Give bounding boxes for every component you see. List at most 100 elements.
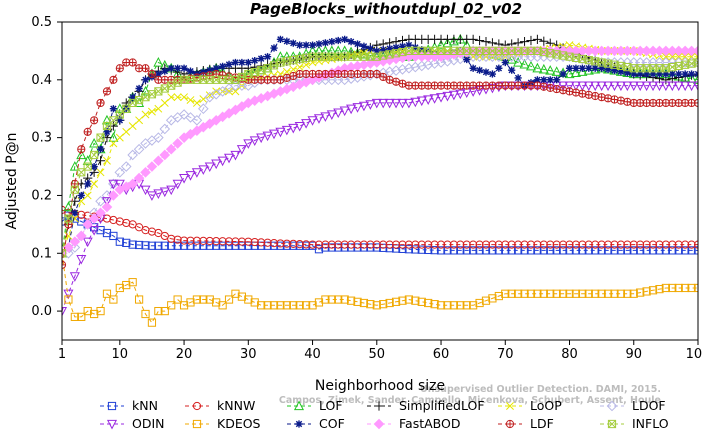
data-point bbox=[398, 244, 407, 253]
legend-item-inflo: INFLO bbox=[600, 416, 669, 431]
legend-item-knnw: kNNW bbox=[185, 398, 255, 413]
data-point bbox=[578, 64, 586, 72]
data-point bbox=[62, 306, 68, 317]
data-point bbox=[159, 149, 171, 161]
data-point bbox=[128, 278, 137, 287]
data-point bbox=[397, 98, 408, 109]
data-point bbox=[115, 133, 124, 142]
data-point bbox=[449, 246, 458, 255]
data-point bbox=[417, 240, 426, 249]
data-point bbox=[276, 35, 285, 43]
data-point bbox=[224, 295, 234, 304]
data-point bbox=[448, 90, 459, 101]
data-point bbox=[411, 296, 420, 305]
data-point bbox=[346, 104, 357, 115]
series-inflo bbox=[62, 46, 698, 258]
data-point bbox=[616, 96, 626, 105]
data-point bbox=[289, 239, 298, 249]
data-point bbox=[443, 240, 452, 249]
data-point bbox=[256, 133, 267, 144]
series-layer bbox=[62, 33, 698, 327]
data-point bbox=[430, 246, 439, 255]
data-point bbox=[693, 246, 698, 255]
data-point bbox=[435, 57, 447, 68]
data-point bbox=[404, 295, 414, 304]
data-point bbox=[353, 240, 362, 249]
data-point bbox=[597, 240, 606, 249]
data-point bbox=[392, 43, 400, 52]
data-point bbox=[610, 246, 619, 255]
data-point bbox=[546, 76, 554, 84]
data-point bbox=[76, 254, 87, 265]
data-point bbox=[655, 246, 664, 255]
data-point bbox=[224, 241, 234, 250]
data-point bbox=[96, 168, 105, 177]
data-point bbox=[681, 70, 689, 78]
data-point bbox=[474, 35, 485, 46]
data-point bbox=[379, 300, 388, 309]
x-tick-label: 100 bbox=[686, 347, 702, 362]
data-point bbox=[603, 94, 613, 103]
data-point bbox=[430, 300, 439, 309]
data-point bbox=[552, 289, 561, 298]
data-point bbox=[674, 52, 683, 61]
data-point bbox=[552, 240, 561, 249]
data-point bbox=[64, 214, 73, 223]
data-point bbox=[360, 42, 368, 50]
data-point bbox=[681, 283, 690, 293]
data-point bbox=[526, 240, 536, 249]
data-point bbox=[134, 240, 144, 250]
data-point bbox=[115, 217, 124, 226]
data-point bbox=[314, 245, 324, 254]
data-point bbox=[572, 64, 580, 72]
data-point bbox=[526, 35, 536, 46]
data-point bbox=[520, 240, 529, 249]
data-point bbox=[481, 296, 491, 305]
data-point bbox=[429, 94, 440, 104]
data-point bbox=[519, 58, 530, 69]
data-point bbox=[198, 165, 209, 175]
data-point bbox=[519, 37, 530, 47]
data-point bbox=[295, 63, 304, 72]
data-point bbox=[403, 98, 414, 109]
data-point bbox=[77, 312, 86, 321]
x-tick-label: 50 bbox=[369, 347, 386, 362]
data-point bbox=[295, 240, 304, 249]
data-point bbox=[443, 301, 452, 310]
data-point bbox=[96, 98, 105, 108]
data-point bbox=[469, 246, 478, 255]
data-point bbox=[617, 68, 625, 76]
data-point bbox=[114, 179, 125, 190]
legend-marker bbox=[192, 419, 202, 429]
legend-label: COF bbox=[319, 416, 345, 431]
data-point bbox=[405, 41, 413, 49]
data-point bbox=[333, 108, 344, 119]
data-point bbox=[109, 75, 118, 84]
data-point bbox=[501, 58, 509, 67]
data-point bbox=[114, 103, 125, 113]
data-point bbox=[533, 246, 542, 255]
data-point bbox=[186, 67, 195, 75]
data-point bbox=[147, 227, 157, 236]
data-point bbox=[165, 143, 177, 155]
data-point bbox=[275, 127, 286, 138]
data-point bbox=[673, 81, 684, 92]
data-point bbox=[372, 301, 381, 310]
data-point bbox=[436, 93, 447, 103]
data-point bbox=[404, 240, 414, 249]
data-point bbox=[436, 301, 446, 310]
data-point bbox=[288, 123, 299, 134]
data-point bbox=[468, 34, 478, 44]
data-point bbox=[295, 301, 304, 310]
data-point bbox=[179, 236, 189, 245]
legend-marker bbox=[505, 419, 515, 429]
data-point bbox=[334, 240, 343, 249]
data-point bbox=[243, 139, 254, 149]
data-point bbox=[82, 155, 93, 165]
data-point bbox=[590, 81, 601, 92]
legend-item-ldof: LDOF bbox=[600, 398, 666, 413]
data-point bbox=[615, 81, 626, 92]
data-point bbox=[77, 197, 86, 206]
data-point bbox=[218, 301, 227, 310]
data-point bbox=[167, 64, 175, 72]
